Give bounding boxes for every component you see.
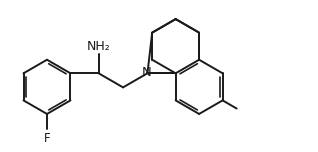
- Text: F: F: [44, 132, 50, 145]
- Text: N: N: [142, 66, 152, 79]
- Text: NH₂: NH₂: [87, 40, 111, 53]
